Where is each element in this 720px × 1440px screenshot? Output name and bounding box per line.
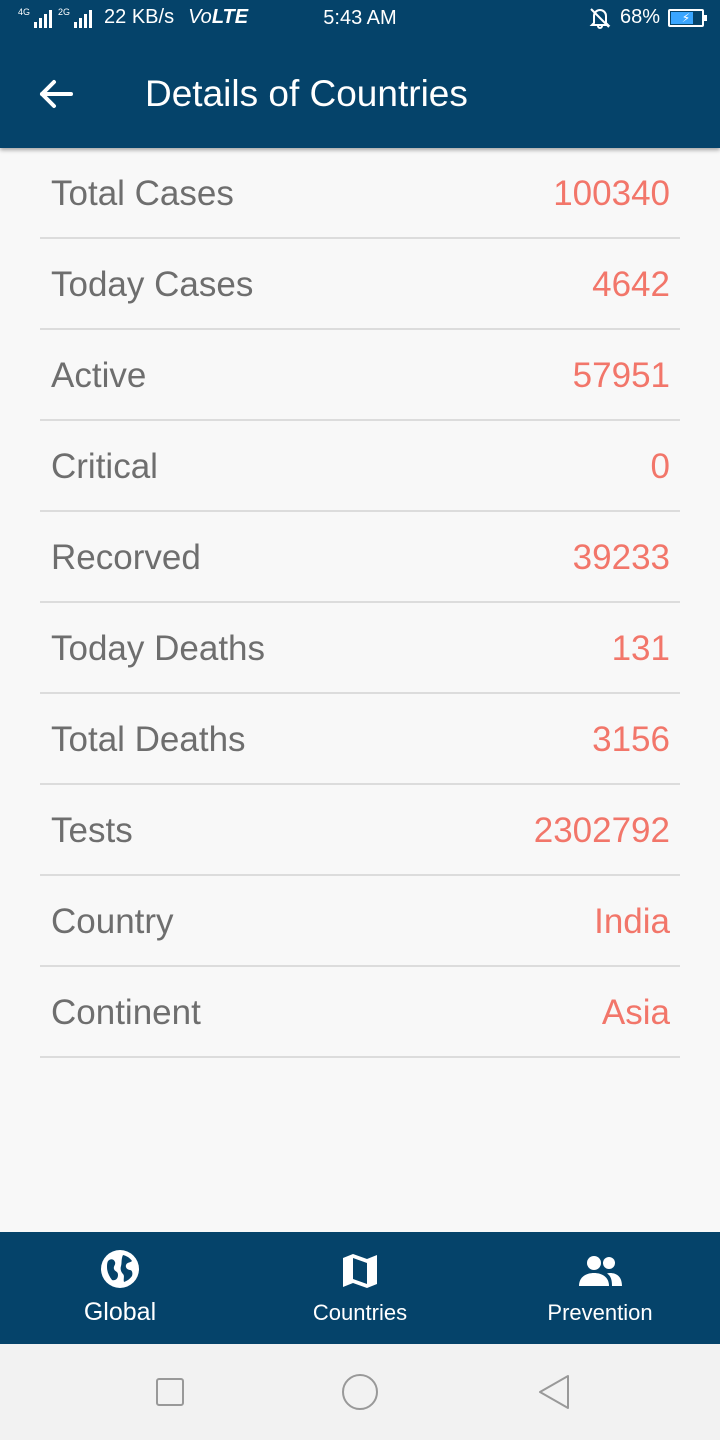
detail-label: Tests xyxy=(51,811,133,850)
details-list: Total Cases 100340 Today Cases 4642 Acti… xyxy=(40,148,680,1058)
nav-label: Global xyxy=(83,1298,157,1326)
detail-value: Asia xyxy=(601,993,670,1032)
nav-label: Countries xyxy=(312,1300,408,1325)
signal-2g-icon: 2G xyxy=(58,7,93,28)
detail-row-total-cases: Total Cases 100340 xyxy=(40,148,680,239)
volte-indicator: VoLTE xyxy=(188,6,249,28)
detail-row-active: Active 57951 xyxy=(40,330,680,421)
detail-value: 39233 xyxy=(572,538,670,577)
recent-apps-icon[interactable] xyxy=(155,1377,185,1412)
detail-value: India xyxy=(594,902,670,941)
detail-row-country: Country India xyxy=(40,876,680,967)
map-icon xyxy=(341,1252,379,1295)
top-bar: 4G 2G 22 KB/s VoLTE 5:43 AM 68% ⚡ xyxy=(0,0,720,148)
battery-percent: 68% xyxy=(619,6,660,28)
detail-row-total-deaths: Total Deaths 3156 xyxy=(40,694,680,785)
detail-value: 0 xyxy=(650,447,670,486)
battery-icon: ⚡ xyxy=(668,8,707,27)
globe-icon xyxy=(99,1248,141,1295)
detail-label: Today Cases xyxy=(51,265,254,304)
arrow-left-icon xyxy=(40,80,73,108)
back-button[interactable] xyxy=(30,74,82,114)
detail-value: 57951 xyxy=(572,356,670,395)
signal-4g-icon: 4G xyxy=(18,7,53,28)
detail-value: 100340 xyxy=(553,174,670,213)
nav-item-countries[interactable]: Countries xyxy=(240,1232,480,1344)
status-left: 4G 2G 22 KB/s VoLTE xyxy=(18,6,248,29)
status-right: 68% ⚡ xyxy=(588,6,707,29)
detail-row-continent: Continent Asia xyxy=(40,967,680,1058)
detail-value: 2302792 xyxy=(533,811,670,850)
detail-row-today-cases: Today Cases 4642 xyxy=(40,239,680,330)
detail-value: 4642 xyxy=(592,265,670,304)
bottom-navigation: Global Countries Prevention xyxy=(0,1232,720,1344)
detail-label: Today Deaths xyxy=(51,629,266,668)
detail-label: Active xyxy=(51,356,147,395)
status-bar: 4G 2G 22 KB/s VoLTE 5:43 AM 68% ⚡ xyxy=(0,0,720,38)
detail-label: Total Cases xyxy=(51,174,234,213)
detail-row-critical: Critical 0 xyxy=(40,421,680,512)
system-nav-bar xyxy=(0,1344,720,1440)
detail-row-today-deaths: Today Deaths 131 xyxy=(40,603,680,694)
detail-label: Recorved xyxy=(51,538,201,577)
nav-label: Prevention xyxy=(547,1300,653,1325)
nav-item-global[interactable]: Global xyxy=(0,1232,240,1344)
nav-item-prevention[interactable]: Prevention xyxy=(480,1232,720,1344)
people-icon xyxy=(576,1254,624,1293)
detail-value: 131 xyxy=(611,629,670,668)
network-speed: 22 KB/s xyxy=(104,6,175,28)
home-icon[interactable] xyxy=(341,1373,379,1416)
detail-label: Continent xyxy=(51,993,201,1032)
page-title: Details of Countries xyxy=(145,73,468,114)
detail-row-tests: Tests 2302792 xyxy=(40,785,680,876)
back-triangle-icon[interactable] xyxy=(536,1373,572,1416)
vibrate-mute-icon xyxy=(589,7,611,29)
detail-label: Country xyxy=(51,902,174,941)
detail-label: Total Deaths xyxy=(51,720,246,759)
detail-value: 3156 xyxy=(592,720,670,759)
status-time: 5:43 AM xyxy=(323,7,397,29)
app-bar: Details of Countries xyxy=(0,38,720,148)
detail-label: Critical xyxy=(51,447,158,486)
detail-row-recovered: Recorved 39233 xyxy=(40,512,680,603)
